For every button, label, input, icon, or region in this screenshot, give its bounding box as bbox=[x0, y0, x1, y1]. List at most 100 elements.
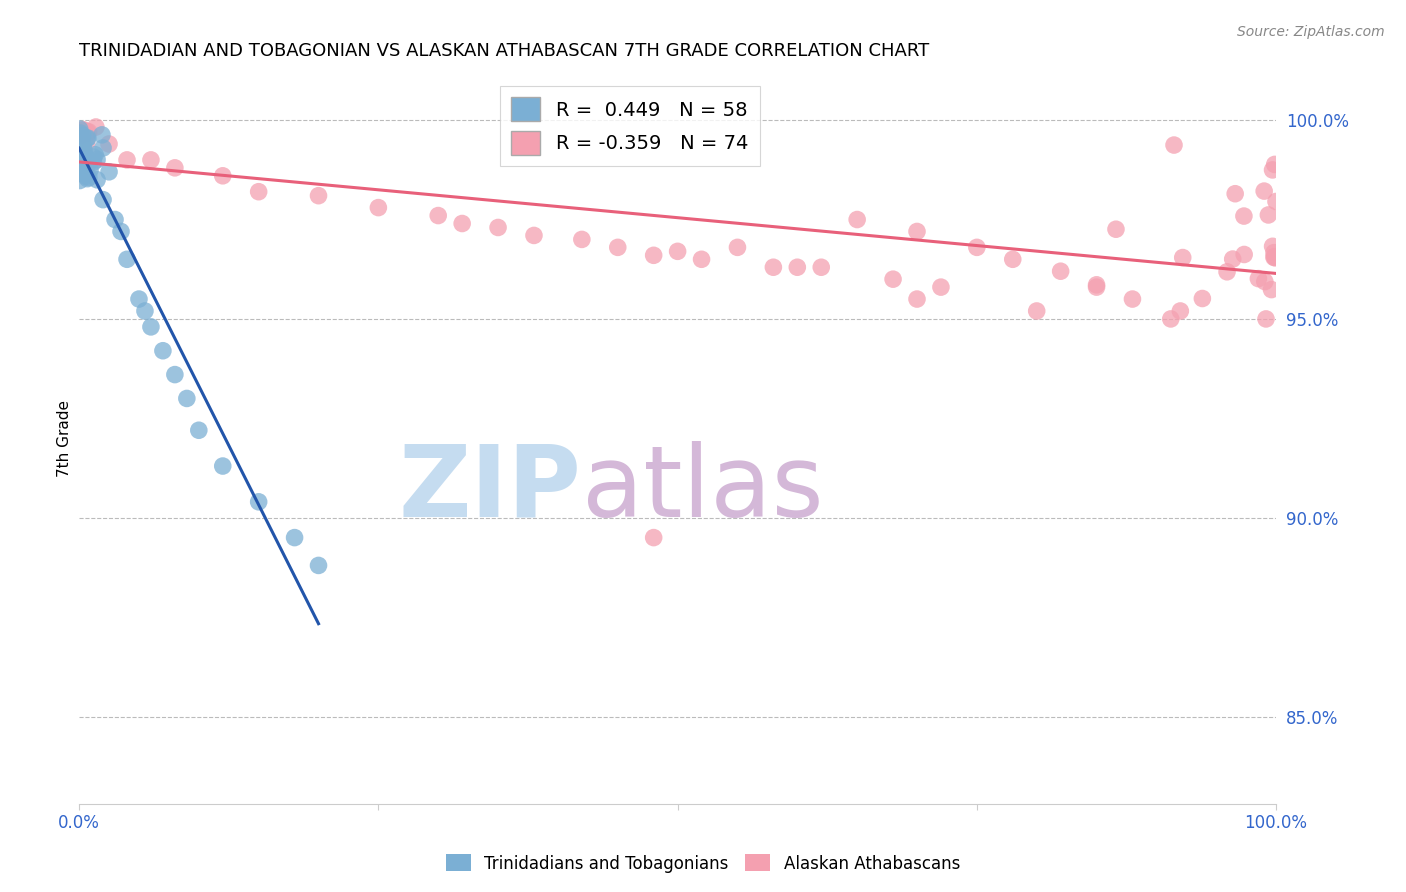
Legend: R =  0.449   N = 58, R = -0.359   N = 74: R = 0.449 N = 58, R = -0.359 N = 74 bbox=[499, 86, 761, 166]
Point bbox=[1163, 138, 1185, 153]
Point bbox=[82, 150, 104, 164]
Point bbox=[77, 170, 100, 185]
Point bbox=[1253, 184, 1275, 198]
Point bbox=[110, 224, 132, 238]
Point bbox=[77, 157, 100, 171]
Point bbox=[643, 531, 665, 545]
Point bbox=[84, 147, 107, 161]
Point bbox=[69, 127, 91, 141]
Point bbox=[70, 125, 93, 139]
Point bbox=[69, 166, 91, 180]
Point bbox=[73, 147, 96, 161]
Point bbox=[1261, 163, 1284, 178]
Point bbox=[73, 123, 96, 137]
Point bbox=[427, 209, 450, 223]
Point bbox=[1085, 280, 1108, 294]
Point bbox=[75, 169, 97, 184]
Point bbox=[1216, 265, 1239, 279]
Point bbox=[72, 160, 94, 174]
Point bbox=[152, 343, 174, 358]
Point bbox=[86, 173, 108, 187]
Point bbox=[86, 153, 108, 167]
Point bbox=[84, 120, 107, 134]
Point bbox=[1191, 292, 1213, 306]
Point bbox=[70, 163, 93, 178]
Point bbox=[69, 126, 91, 140]
Point bbox=[75, 150, 97, 164]
Point bbox=[163, 368, 186, 382]
Point bbox=[211, 169, 233, 183]
Point bbox=[284, 531, 307, 545]
Point bbox=[76, 126, 98, 140]
Point bbox=[367, 201, 389, 215]
Point bbox=[1121, 292, 1143, 306]
Point bbox=[1171, 251, 1194, 265]
Text: ZIP: ZIP bbox=[399, 441, 582, 538]
Point bbox=[966, 240, 988, 254]
Point bbox=[176, 392, 198, 406]
Point bbox=[882, 272, 904, 286]
Point bbox=[1264, 251, 1286, 265]
Point bbox=[69, 145, 91, 160]
Point bbox=[211, 458, 233, 473]
Point bbox=[846, 212, 869, 227]
Point bbox=[76, 171, 98, 186]
Y-axis label: 7th Grade: 7th Grade bbox=[58, 400, 72, 476]
Point bbox=[163, 161, 186, 175]
Point bbox=[91, 141, 114, 155]
Point bbox=[308, 188, 330, 202]
Point bbox=[451, 217, 474, 231]
Point bbox=[727, 240, 749, 254]
Point bbox=[1263, 250, 1285, 264]
Point bbox=[1247, 271, 1270, 285]
Point bbox=[69, 126, 91, 140]
Point bbox=[73, 143, 96, 157]
Point bbox=[70, 132, 93, 146]
Point bbox=[308, 558, 330, 573]
Point bbox=[91, 193, 114, 207]
Point bbox=[786, 260, 808, 275]
Point bbox=[69, 173, 91, 187]
Point bbox=[79, 163, 101, 178]
Point bbox=[134, 304, 156, 318]
Point bbox=[83, 155, 105, 169]
Point bbox=[73, 153, 96, 167]
Point bbox=[69, 128, 91, 142]
Point bbox=[72, 122, 94, 136]
Point bbox=[128, 292, 150, 306]
Point bbox=[69, 122, 91, 136]
Point bbox=[1260, 283, 1282, 297]
Point bbox=[1254, 312, 1277, 326]
Point bbox=[929, 280, 952, 294]
Point bbox=[1160, 312, 1182, 326]
Point bbox=[73, 127, 96, 141]
Point bbox=[1263, 251, 1285, 265]
Text: TRINIDADIAN AND TOBAGONIAN VS ALASKAN ATHABASCAN 7TH GRADE CORRELATION CHART: TRINIDADIAN AND TOBAGONIAN VS ALASKAN AT… bbox=[79, 42, 929, 60]
Point bbox=[1049, 264, 1071, 278]
Point bbox=[486, 220, 509, 235]
Point bbox=[70, 145, 93, 159]
Point bbox=[905, 224, 928, 238]
Point bbox=[73, 151, 96, 165]
Point bbox=[1105, 222, 1128, 236]
Point bbox=[1225, 186, 1247, 201]
Point bbox=[810, 260, 832, 275]
Point bbox=[98, 136, 121, 151]
Point bbox=[690, 252, 713, 267]
Point bbox=[1257, 208, 1279, 222]
Point bbox=[70, 128, 93, 142]
Text: atlas: atlas bbox=[582, 441, 824, 538]
Point bbox=[1222, 252, 1244, 266]
Point bbox=[70, 153, 93, 167]
Point bbox=[70, 145, 93, 160]
Point bbox=[77, 125, 100, 139]
Point bbox=[187, 423, 209, 437]
Point bbox=[1263, 245, 1285, 260]
Point bbox=[70, 153, 93, 167]
Point bbox=[139, 319, 162, 334]
Point bbox=[115, 153, 138, 167]
Point bbox=[1264, 157, 1286, 171]
Point bbox=[69, 153, 91, 168]
Point bbox=[1085, 277, 1108, 292]
Point bbox=[76, 136, 98, 151]
